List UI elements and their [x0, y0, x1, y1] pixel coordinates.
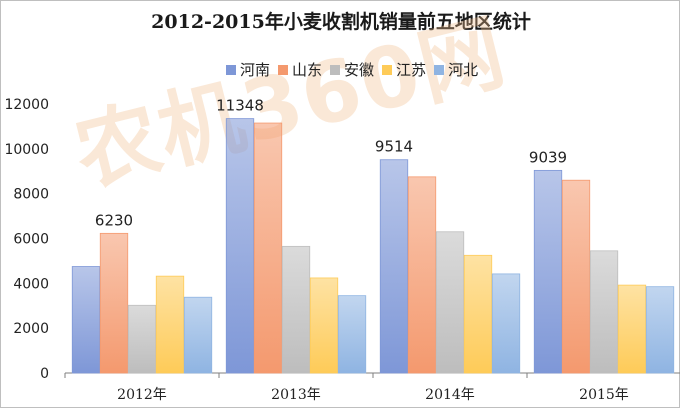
- bar-2-2: [435, 231, 465, 374]
- y-tick-label-2: 4000: [13, 276, 49, 292]
- data-label-1: 11348: [216, 97, 264, 115]
- legend-label-1: 山东: [292, 61, 323, 79]
- legend-item-1: 山东: [278, 59, 322, 80]
- x-tick-label-0: 2012年: [117, 387, 167, 403]
- legend-swatch-1: [278, 64, 289, 75]
- legend-label-4: 河北: [448, 61, 479, 79]
- y-tick-label-1: 2000: [13, 321, 49, 337]
- y-tick-label-6: 12000: [4, 97, 49, 113]
- bar-0-1: [99, 232, 129, 374]
- bar-3-1: [561, 179, 591, 374]
- bar-1-1: [253, 122, 283, 374]
- legend-item-2: 安徽: [330, 59, 374, 80]
- bar-2-1: [407, 176, 437, 374]
- y-tick-label-3: 6000: [13, 232, 49, 248]
- bar-0-3: [155, 275, 185, 374]
- legend-label-2: 安徽: [344, 61, 375, 79]
- legend-swatch-4: [434, 64, 445, 75]
- legend: 河南 山东 安徽 江苏 河北: [226, 59, 486, 80]
- legend-swatch-3: [382, 64, 393, 75]
- data-label-3: 9039: [529, 148, 567, 166]
- bar-3-3: [617, 284, 647, 374]
- x-tick-label-1: 2013年: [271, 387, 321, 403]
- chart-title: 2012-2015年小麦收割机销量前五地区统计: [151, 11, 531, 33]
- legend-swatch-2: [330, 64, 341, 75]
- bar-1-0: [225, 118, 255, 374]
- legend-label-0: 河南: [240, 61, 271, 79]
- x-tick-label-2: 2014年: [425, 387, 475, 403]
- bar-2-3: [463, 254, 493, 374]
- legend-item-4: 河北: [434, 59, 478, 80]
- bar-3-4: [645, 286, 675, 374]
- legend-label-3: 江苏: [396, 61, 427, 79]
- bar-1-4: [337, 295, 367, 374]
- legend-item-3: 江苏: [382, 59, 426, 80]
- bar-0-4: [183, 296, 213, 374]
- bar-0-0: [71, 266, 101, 374]
- bar-2-0: [379, 159, 409, 374]
- bar-1-2: [281, 245, 311, 374]
- legend-item-0: 河南: [226, 59, 270, 80]
- data-label-0: 6230: [95, 211, 133, 229]
- x-tick-label-3: 2015年: [579, 387, 629, 403]
- legend-swatch-0: [226, 64, 236, 75]
- data-label-2: 9514: [375, 138, 413, 156]
- y-tick-label-0: 0: [40, 366, 49, 382]
- bar-2-4: [491, 273, 521, 374]
- bar-1-3: [309, 277, 339, 374]
- y-tick-label-5: 10000: [4, 142, 49, 158]
- bar-3-2: [589, 250, 619, 374]
- bar-0-2: [127, 304, 157, 374]
- y-tick-label-4: 8000: [13, 187, 49, 203]
- bar-3-0: [533, 169, 563, 374]
